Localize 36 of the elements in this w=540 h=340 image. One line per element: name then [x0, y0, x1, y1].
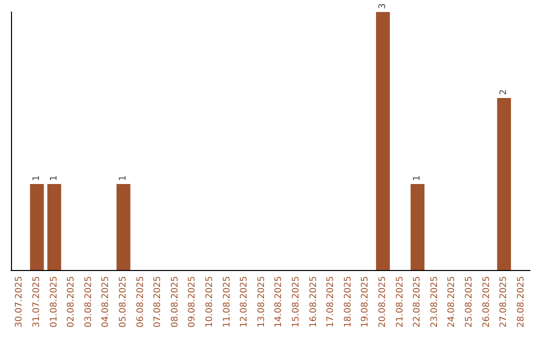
x-tick-label: 09.08.2025 [188, 276, 198, 328]
data-label: 2 [499, 89, 510, 95]
x-tick-label: 16.08.2025 [308, 276, 319, 328]
x-tick-label: 05.08.2025 [118, 276, 128, 328]
x-tick-label: 20.08.2025 [378, 276, 388, 328]
x-tick-label: 06.08.2025 [136, 276, 146, 328]
x-tick-label: 23.08.2025 [430, 276, 440, 328]
x-tick-label: 22.08.2025 [412, 276, 423, 328]
x-tick-label: 10.08.2025 [204, 276, 215, 328]
x-tick-label: 17.08.2025 [326, 276, 336, 328]
data-label: 1 [49, 175, 60, 181]
x-tick-label: 21.08.2025 [395, 276, 406, 328]
data-label: 3 [378, 3, 388, 9]
x-tick-label: 02.08.2025 [66, 276, 77, 328]
x-tick-label: 12.08.2025 [240, 276, 250, 328]
x-tick-label: 19.08.2025 [360, 276, 371, 328]
x-tick-label: 11.08.2025 [222, 276, 232, 328]
x-tick-label: 13.08.2025 [256, 276, 267, 328]
x-tick-label: 15.08.2025 [291, 276, 302, 328]
x-tick-label: 14.08.2025 [274, 276, 284, 328]
x-tick-label: 07.08.2025 [153, 276, 164, 328]
x-tick-label: 18.08.2025 [343, 276, 354, 328]
x-tick-label: 31.07.2025 [32, 276, 42, 328]
data-label: 1 [32, 175, 42, 181]
x-tick-label: 08.08.2025 [170, 276, 180, 328]
x-tick-label: 28.08.2025 [516, 276, 526, 328]
x-tick-label: 26.08.2025 [482, 276, 492, 328]
x-tick-label: 27.08.2025 [499, 276, 510, 328]
x-tick-label: 30.07.2025 [14, 276, 25, 328]
data-label: 1 [412, 175, 423, 181]
x-tick-label: 03.08.2025 [84, 276, 94, 328]
data-label: 1 [118, 175, 128, 181]
x-tick-label: 24.08.2025 [447, 276, 458, 328]
x-tick-label: 04.08.2025 [101, 276, 112, 328]
x-tick-label: 01.08.2025 [49, 276, 60, 328]
x-tick-label: 25.08.2025 [464, 276, 474, 328]
